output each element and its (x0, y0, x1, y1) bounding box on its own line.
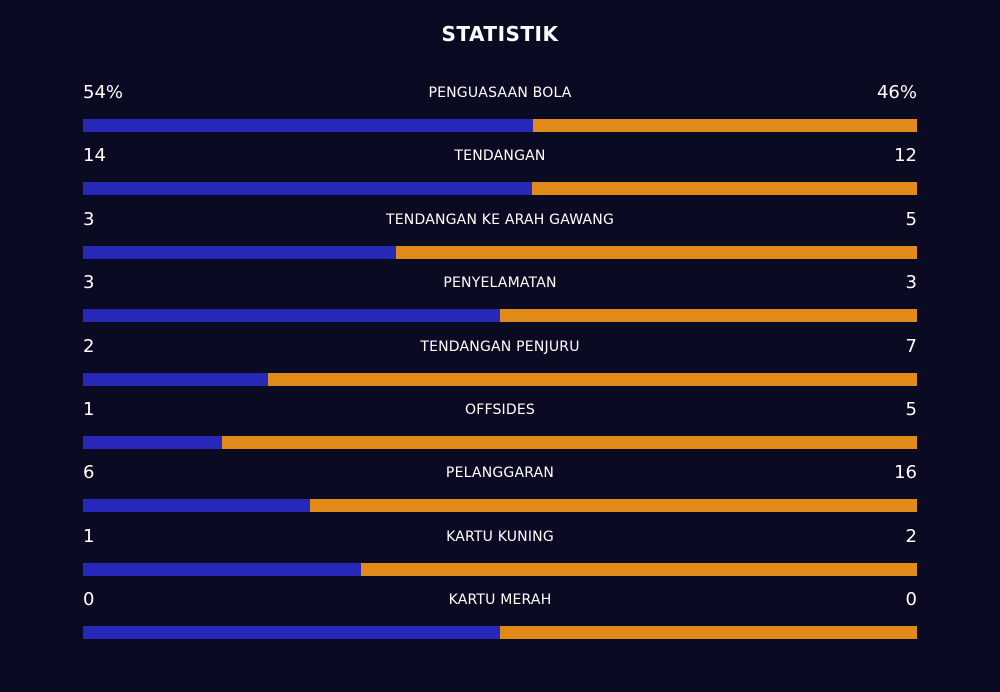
home-value: 14 (83, 145, 106, 167)
away-value: 0 (905, 589, 917, 611)
home-value: 3 (83, 208, 95, 230)
stat-row-fouls: 6 PELANGGARAN 16 (83, 459, 917, 522)
stat-label: KARTU MERAH (448, 592, 552, 609)
home-bar-fill (83, 562, 361, 576)
comparison-bar (83, 182, 917, 196)
home-bar-fill (83, 245, 396, 259)
stats-title: STATISTIK (441, 22, 559, 46)
away-bar-fill (310, 499, 917, 513)
stat-row-red-cards: 0 KARTU MERAH 0 (83, 586, 917, 649)
stat-row-shots: 14 TENDANGAN 12 (83, 142, 917, 205)
comparison-bar (83, 245, 917, 259)
comparison-bar (83, 626, 917, 640)
away-value: 12 (894, 145, 917, 167)
away-value: 5 (905, 398, 917, 420)
away-value: 5 (905, 208, 917, 230)
stat-row-shots-on-target: 3 TENDANGAN KE ARAH GAWANG 5 (83, 206, 917, 269)
comparison-bar (83, 372, 917, 386)
home-value: 54% (83, 82, 124, 103)
home-bar-fill (83, 182, 533, 196)
stat-label: TENDANGAN (454, 148, 546, 165)
stat-row-offsides: 1 OFFSIDES 5 (83, 396, 917, 459)
stat-label: PENYELAMATAN (443, 275, 557, 292)
stat-label: PENGUASAAN BOLA (428, 85, 572, 101)
home-bar-fill (83, 499, 311, 513)
comparison-bar (83, 499, 917, 513)
away-value: 16 (894, 462, 917, 484)
stat-label: KARTU KUNING (446, 528, 554, 545)
home-value: 2 (83, 335, 95, 357)
stat-row-yellow-cards: 1 KARTU KUNING 2 (83, 523, 917, 586)
stat-row-possession: 54% PENGUASAAN BOLA 46% (83, 79, 917, 142)
stat-label: OFFSIDES (464, 401, 535, 418)
home-bar-fill (83, 372, 269, 386)
away-bar-fill (532, 182, 917, 196)
away-bar-fill (395, 245, 917, 259)
away-bar-fill (500, 309, 917, 323)
home-bar-fill (83, 119, 534, 132)
stat-label: TENDANGAN PENJURU (420, 338, 580, 355)
away-bar-fill (533, 119, 917, 132)
away-value: 46% (876, 82, 917, 103)
stat-row-saves: 3 PENYELAMATAN 3 (83, 269, 917, 332)
comparison-bar (83, 309, 917, 323)
comparison-bar (83, 435, 917, 449)
home-value: 6 (83, 462, 95, 484)
away-bar-fill (500, 626, 917, 640)
away-value: 2 (905, 525, 917, 547)
away-value: 7 (905, 335, 917, 357)
away-bar-fill (360, 562, 917, 576)
home-value: 3 (83, 272, 95, 294)
away-bar-fill (268, 372, 917, 386)
home-value: 0 (83, 589, 95, 611)
stat-row-corners: 2 TENDANGAN PENJURU 7 (83, 333, 917, 396)
home-value: 1 (83, 398, 95, 420)
home-bar-fill (83, 626, 500, 640)
home-value: 1 (83, 525, 95, 547)
home-bar-fill (83, 309, 500, 323)
stat-label: PELANGGARAN (445, 465, 555, 482)
stats-list: 54% PENGUASAAN BOLA 46% 14 TENDANGAN 12 … (83, 79, 917, 650)
home-bar-fill (83, 435, 223, 449)
stat-label: TENDANGAN KE ARAH GAWANG (385, 211, 614, 228)
comparison-bar (83, 562, 917, 576)
comparison-bar (83, 119, 917, 132)
away-value: 3 (905, 272, 917, 294)
away-bar-fill (222, 435, 917, 449)
